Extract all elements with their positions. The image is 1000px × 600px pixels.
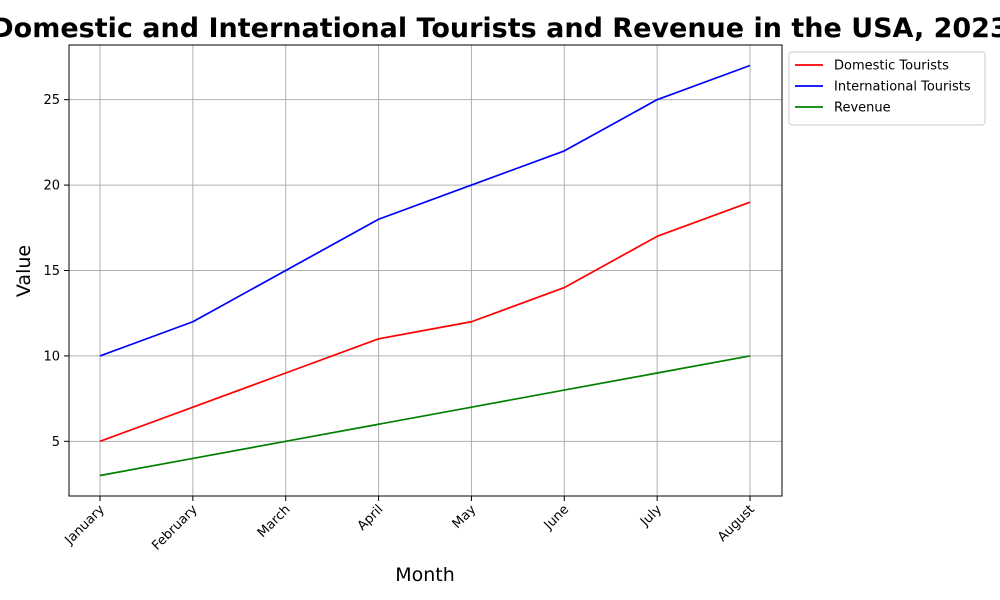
- y-tick-label: 20: [43, 179, 60, 194]
- x-axis: January February March April May June July Augu…: [62, 496, 758, 554]
- grid: [69, 45, 782, 496]
- x-tick-label: August: [715, 502, 758, 545]
- y-axis-label: Value: [13, 245, 35, 297]
- x-tick-label: July: [637, 502, 665, 530]
- x-tick-label: February: [149, 502, 201, 554]
- legend-label: Revenue: [834, 101, 891, 116]
- series-line: [99, 201, 751, 443]
- x-tick-label: June: [541, 502, 572, 533]
- x-tick-label: March: [255, 502, 294, 541]
- chart-title: Domestic and International Tourists and …: [0, 13, 1000, 44]
- x-tick-label: May: [450, 502, 480, 532]
- y-tick-label: 15: [43, 264, 60, 279]
- x-tick-label: April: [355, 502, 387, 534]
- legend-label: Domestic Tourists: [834, 59, 949, 74]
- legend-box: [788, 51, 986, 126]
- y-tick-label: 5: [52, 435, 60, 450]
- series-line: [99, 64, 751, 357]
- x-axis-label: Month: [395, 564, 455, 586]
- y-tick-label: 10: [43, 349, 60, 364]
- legend-label: International Tourists: [834, 80, 971, 95]
- series-lines: [99, 64, 751, 477]
- y-tick-label: 25: [43, 93, 60, 108]
- y-axis: 5 10 15 20 25: [43, 93, 69, 450]
- x-tick-label: January: [62, 502, 108, 548]
- legend: Domestic Tourists International Tourists R…: [788, 51, 986, 126]
- series-line: [99, 355, 751, 477]
